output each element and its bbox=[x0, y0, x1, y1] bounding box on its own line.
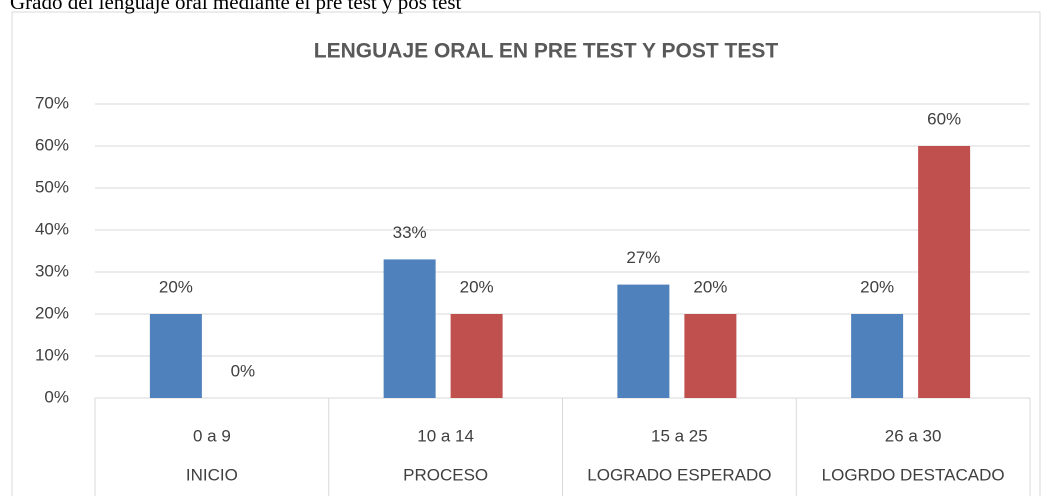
y-tick-label: 50% bbox=[35, 177, 69, 196]
data-label: 60% bbox=[927, 109, 961, 128]
y-tick-label: 0% bbox=[44, 387, 69, 406]
x-group-label: LOGRADO ESPERADO bbox=[587, 465, 771, 484]
data-label: 20% bbox=[693, 277, 727, 296]
bar bbox=[851, 314, 904, 398]
x-tick-label: 15 a 25 bbox=[651, 426, 708, 445]
data-label: 20% bbox=[159, 277, 193, 296]
y-tick-label: 70% bbox=[35, 93, 69, 112]
chart-title: LENGUAJE ORAL EN PRE TEST Y POST TEST bbox=[314, 40, 779, 63]
x-group-label: PROCESO bbox=[403, 465, 488, 484]
caption: Grado del lenguaje oral mediante el pre … bbox=[10, 0, 462, 14]
data-label: 0% bbox=[231, 361, 256, 380]
x-group-label: INICIO bbox=[186, 465, 238, 484]
y-tick-label: 10% bbox=[35, 345, 69, 364]
bar bbox=[617, 284, 670, 398]
x-tick-label: 10 a 14 bbox=[417, 426, 474, 445]
data-label: 20% bbox=[460, 277, 494, 296]
x-group-label: LOGRDO DESTACADO bbox=[822, 465, 1005, 484]
bar bbox=[918, 146, 971, 398]
bar bbox=[684, 314, 737, 398]
data-label: 20% bbox=[860, 277, 894, 296]
y-tick-label: 40% bbox=[35, 219, 69, 238]
x-tick-label: 26 a 30 bbox=[885, 426, 942, 445]
y-tick-label: 60% bbox=[35, 135, 69, 154]
bar bbox=[450, 314, 503, 398]
y-tick-label: 30% bbox=[35, 261, 69, 280]
y-tick-label: 20% bbox=[35, 303, 69, 322]
data-label: 33% bbox=[393, 223, 427, 242]
chart-frame bbox=[11, 11, 1041, 496]
data-label: 27% bbox=[626, 248, 660, 267]
bar bbox=[149, 314, 202, 398]
x-tick-label: 0 a 9 bbox=[193, 426, 231, 445]
bar bbox=[383, 259, 436, 398]
